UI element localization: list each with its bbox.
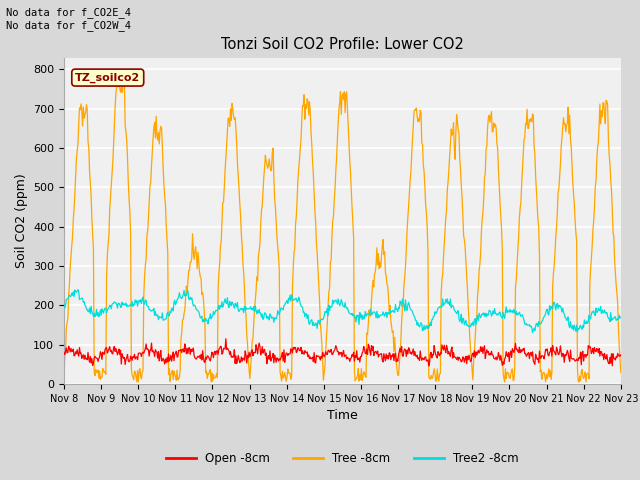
Title: Tonzi Soil CO2 Profile: Lower CO2: Tonzi Soil CO2 Profile: Lower CO2 [221,37,464,52]
Y-axis label: Soil CO2 (ppm): Soil CO2 (ppm) [15,173,28,268]
X-axis label: Time: Time [327,409,358,422]
Text: TZ_soilco2: TZ_soilco2 [75,72,140,83]
Legend: Open -8cm, Tree -8cm, Tree2 -8cm: Open -8cm, Tree -8cm, Tree2 -8cm [161,447,524,469]
Text: No data for f_CO2E_4
No data for f_CO2W_4: No data for f_CO2E_4 No data for f_CO2W_… [6,7,131,31]
